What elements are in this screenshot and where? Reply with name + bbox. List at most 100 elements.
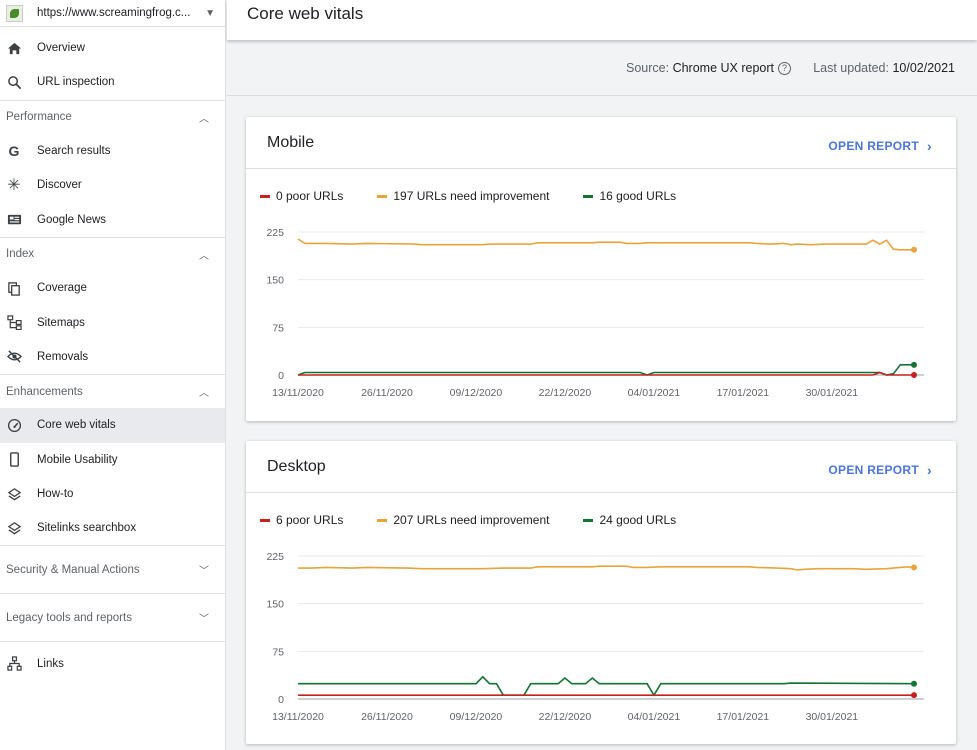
section-index-toggle[interactable]: Index ︿ xyxy=(0,236,225,271)
search-icon xyxy=(6,74,22,90)
caret-down-icon: ▼ xyxy=(205,7,215,19)
gauge-icon xyxy=(6,417,22,433)
legend-label: 0 poor URLs xyxy=(276,189,344,203)
sidebar-item-how-to[interactable]: How-to xyxy=(0,477,225,511)
chevron-up-icon: ︿ xyxy=(199,113,209,125)
sidebar-item-coverage[interactable]: Coverage xyxy=(0,271,225,305)
x-tick-label: 04/01/2021 xyxy=(628,711,681,723)
sidebar-item-label: Discover xyxy=(37,179,82,192)
legend-needs-improvement[interactable]: 197 URLs need improvement xyxy=(377,189,549,203)
y-tick-label: 0 xyxy=(278,370,284,382)
series-endpoint xyxy=(911,680,917,687)
x-tick-label: 26/11/2020 xyxy=(361,387,413,399)
legend-poor[interactable]: 0 poor URLs xyxy=(260,189,343,203)
updated-label: Last updated: xyxy=(813,61,889,75)
sidebar-item-mobile-usability[interactable]: Mobile Usability xyxy=(0,443,225,477)
series-endpoint xyxy=(911,564,917,571)
legend-good[interactable]: 16 good URLs xyxy=(583,189,676,203)
property-selector[interactable]: https://www.screamingfrog.c... ▼ xyxy=(0,0,225,27)
x-tick-label: 22/12/2020 xyxy=(539,711,592,723)
y-tick-label: 150 xyxy=(266,599,284,611)
series-endpoint xyxy=(911,372,917,378)
sidebar-item-label: Links xyxy=(37,657,64,670)
sidebar: https://www.screamingfrog.c... ▼ Overvie… xyxy=(0,0,226,750)
layers-icon xyxy=(6,486,22,502)
chevron-up-icon: ︿ xyxy=(199,388,209,400)
legend-swatch xyxy=(583,518,594,522)
sidebar-item-label: How-to xyxy=(37,488,74,500)
links-icon xyxy=(6,656,22,672)
open-report-button[interactable]: OPEN REPORT › xyxy=(828,462,932,478)
last-updated: Last updated: 10/02/2021 xyxy=(813,61,955,75)
asterisk-icon: ✳ xyxy=(7,177,21,195)
x-tick-label: 04/01/2021 xyxy=(628,387,681,399)
source-label: Source: xyxy=(625,61,670,75)
mobile-card: Mobile OPEN REPORT › 0 poor URLs 197 URL… xyxy=(246,117,956,421)
series-endpoint xyxy=(911,692,917,699)
legend-swatch xyxy=(583,194,594,198)
legend-poor[interactable]: 6 poor URLs xyxy=(260,513,343,527)
sidebar-item-sitelinks-searchbox[interactable]: Sitelinks searchbox xyxy=(0,511,225,545)
sidebar-item-discover[interactable]: ✳ Discover xyxy=(0,168,225,202)
section-label: Performance xyxy=(6,111,72,124)
sidebar-item-label: Removals xyxy=(37,350,89,363)
x-tick-label: 30/01/2021 xyxy=(806,711,859,723)
sidebar-item-label: Overview xyxy=(37,42,85,55)
y-tick-label: 75 xyxy=(272,646,284,658)
legend-good[interactable]: 24 good URLs xyxy=(583,513,676,527)
legend-label: 207 URLs need improvement xyxy=(393,513,550,527)
sidebar-item-label: Google News xyxy=(37,213,107,226)
sidebar-item-search-results[interactable]: G Search results xyxy=(0,134,225,168)
sidebar-item-sitemaps[interactable]: Sitemaps xyxy=(0,305,225,339)
series-line xyxy=(298,675,915,697)
x-tick-label: 13/11/2020 xyxy=(272,711,324,723)
layers-icon xyxy=(6,520,22,536)
sidebar-item-google-news[interactable]: Google News xyxy=(0,202,225,236)
section-legacy-toggle[interactable]: Legacy tools and reports ﹀ xyxy=(0,593,225,641)
chevron-down-icon: ﹀ xyxy=(199,614,209,626)
y-tick-label: 225 xyxy=(266,551,284,563)
y-tick-label: 150 xyxy=(266,275,284,287)
section-performance-toggle[interactable]: Performance ︿ xyxy=(0,99,225,134)
card-header: Desktop OPEN REPORT › xyxy=(246,441,956,493)
section-enhancements-toggle[interactable]: Enhancements ︿ xyxy=(0,373,225,408)
legend-needs-improvement[interactable]: 207 URLs need improvement xyxy=(377,513,549,527)
help-icon[interactable]: ? xyxy=(778,61,791,75)
chevron-down-icon: ﹀ xyxy=(199,566,209,578)
sidebar-item-overview[interactable]: Overview xyxy=(0,31,225,65)
chevron-right-icon: › xyxy=(927,462,932,478)
legend-swatch xyxy=(377,194,388,198)
section-label: Enhancements xyxy=(6,385,83,398)
desktop-card: Desktop OPEN REPORT › 6 poor URLs 207 UR… xyxy=(246,441,956,744)
open-report-button[interactable]: OPEN REPORT › xyxy=(828,138,932,154)
meta-bar: Source: Chrome UX report ? Last updated:… xyxy=(227,40,977,96)
chevron-right-icon: › xyxy=(927,138,932,154)
sidebar-item-label: Coverage xyxy=(37,282,87,295)
mobile-line-chart: 0 75 150 225 13/11/2020 26/11/2020 09/12/2020 2… xyxy=(266,227,924,399)
google-g-icon: G xyxy=(8,143,20,160)
news-icon xyxy=(6,212,22,228)
property-url: https://www.screamingfrog.c... xyxy=(37,7,191,19)
legend-label: 16 good URLs xyxy=(599,189,677,203)
x-tick-label: 17/01/2021 xyxy=(717,711,770,723)
sidebar-item-core-web-vitals[interactable]: Core web vitals xyxy=(0,408,225,443)
legend-label: 24 good URLs xyxy=(599,513,677,527)
legend-label: 197 URLs need improvement xyxy=(393,189,550,203)
series-endpoint xyxy=(911,246,917,253)
x-tick-label: 22/12/2020 xyxy=(539,387,592,399)
sidebar-item-removals[interactable]: Removals xyxy=(0,340,225,374)
chart-legend: 6 poor URLs 207 URLs need improvement 24… xyxy=(260,513,710,527)
sidebar-item-url-inspection[interactable]: URL inspection xyxy=(0,65,225,99)
home-icon xyxy=(6,40,22,56)
x-tick-label: 09/12/2020 xyxy=(450,711,503,723)
sidebar-item-label: Search results xyxy=(37,145,111,158)
source-info: Source: Chrome UX report ? xyxy=(626,61,791,75)
sidebar-item-label: Sitemaps xyxy=(37,316,85,329)
card-header: Mobile OPEN REPORT › xyxy=(246,117,956,169)
page-header: Core web vitals xyxy=(227,0,977,40)
eye-off-icon xyxy=(6,349,22,365)
section-security-toggle[interactable]: Security & Manual Actions ﹀ xyxy=(0,545,225,593)
y-tick-label: 225 xyxy=(266,227,284,239)
legend-swatch xyxy=(377,518,388,522)
sidebar-item-links[interactable]: Links xyxy=(0,641,225,685)
